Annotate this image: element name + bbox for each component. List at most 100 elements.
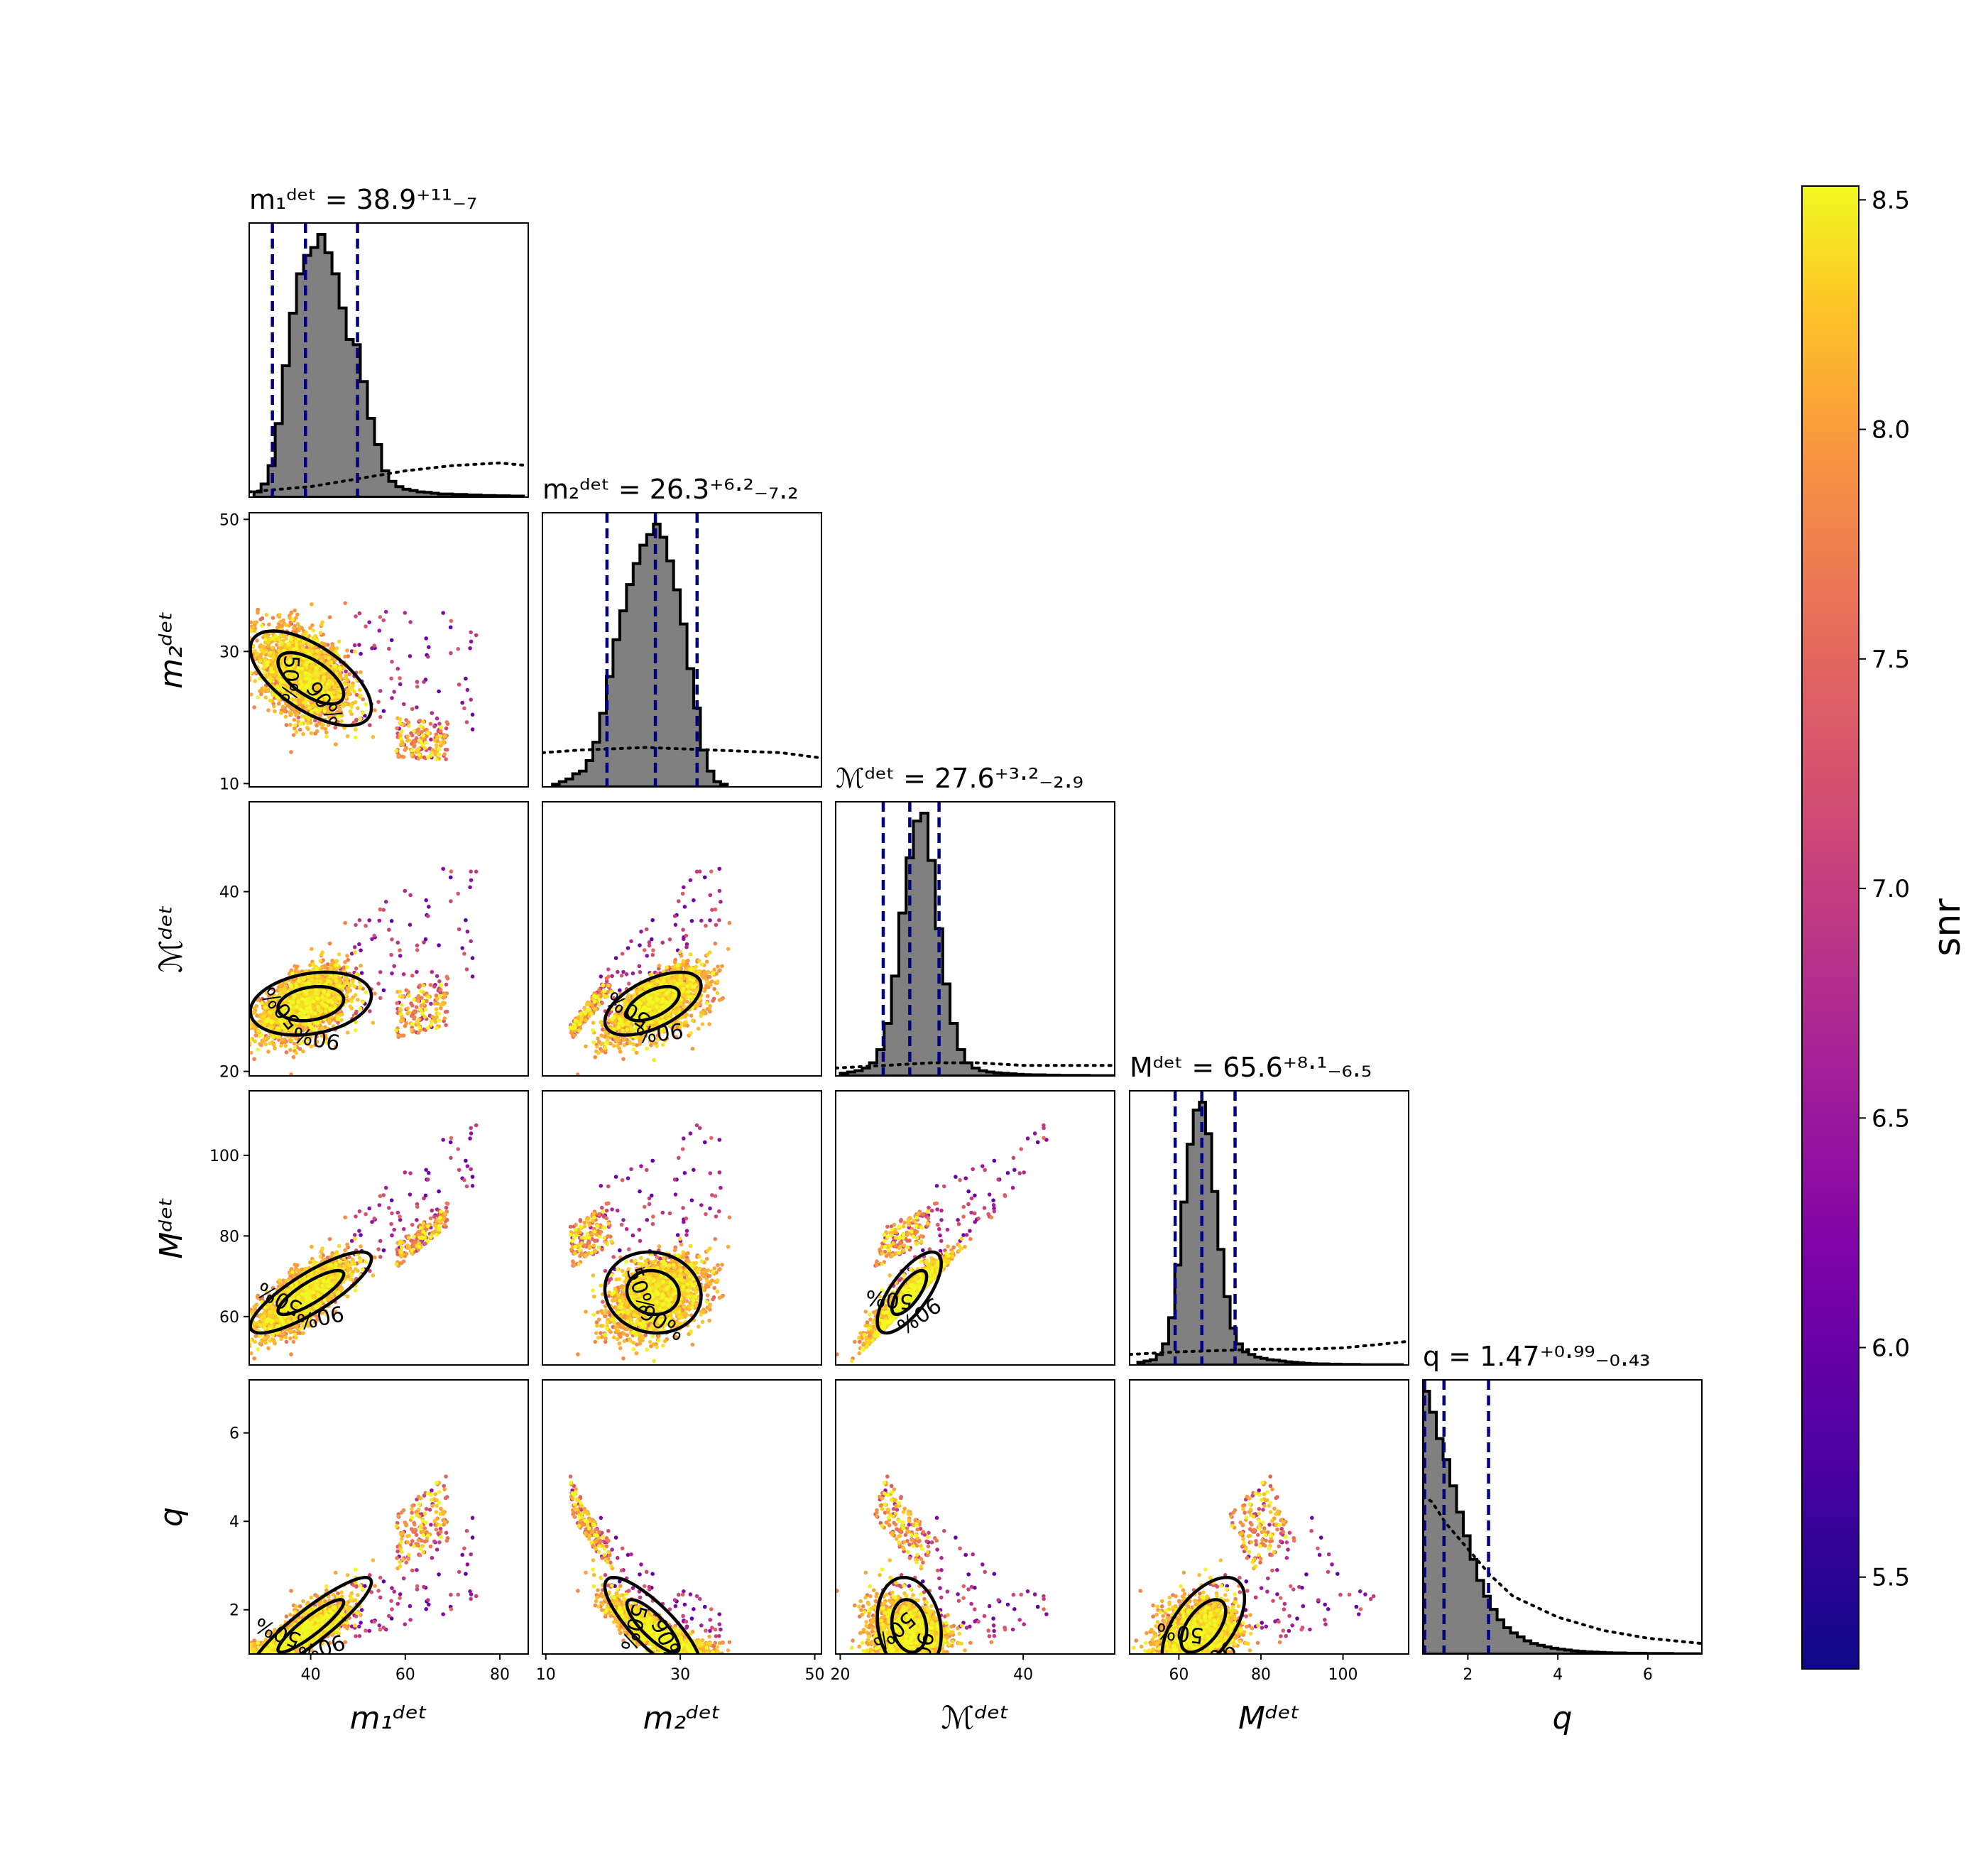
scatter-point [399,742,403,746]
scatter-point [271,693,275,697]
scatter-point [307,677,312,682]
scatter-point [259,648,263,653]
scatter-point [315,979,320,983]
scatter-point [242,1044,246,1048]
scatter-point [271,636,275,641]
scatter-point [310,602,314,606]
scatter-point [236,639,241,643]
scatter-point [444,757,448,761]
scatter-point [320,620,324,625]
scatter-point [271,616,275,620]
scatter-point [302,640,307,644]
scatter-point [359,651,363,656]
scatter-point [275,626,280,630]
scatter-point [346,682,351,687]
scatter-point [268,675,272,680]
scatter-point [448,625,453,630]
scatter-point [318,631,323,635]
scatter-point [353,649,357,654]
scatter-point [315,655,320,660]
scatter-point [256,651,260,656]
scatter-point [368,1009,372,1013]
scatter-point [345,1030,350,1035]
scatter-point [300,981,305,986]
scatter-point [392,964,396,969]
scatter-point [389,676,393,681]
scatter-point [359,948,363,952]
scatter-point [426,914,430,918]
scatter-point [289,611,293,616]
scatter-point [432,1001,437,1006]
scatter-point [410,748,415,753]
scatter-point [294,1051,299,1055]
scatter-point [290,617,295,622]
scatter-point [237,631,241,636]
scatter-point [401,972,406,976]
scatter-point [415,680,420,684]
scatter-point [297,628,301,633]
scatter-point [457,927,462,932]
scatter-point [268,698,273,703]
scatter-point [290,641,295,645]
scatter-point [398,989,403,994]
scatter-point [270,646,275,650]
scatter-point [373,991,377,996]
scatter-point [353,735,358,740]
scatter-point [354,717,359,722]
scatter-point [244,665,248,669]
scatter-point [262,644,266,649]
scatter-point [443,1010,448,1014]
scatter-point [323,654,327,659]
scatter-point [470,727,475,731]
scatter-point [429,753,433,758]
scatter-point [266,640,271,645]
scatter-point [292,692,296,696]
scatter-point [395,726,399,731]
scatter-point [253,1039,257,1044]
scatter-point [288,710,293,714]
scatter-point [468,646,472,651]
scatter-point [405,734,410,739]
scatter-point [407,724,411,728]
scatter-point [305,721,310,726]
scatter-point [311,636,316,641]
scatter-point [415,685,420,689]
scatter-point [259,692,263,697]
scatter-point [427,905,431,909]
scatter-point [236,621,241,625]
scatter-point [271,655,276,660]
scatter-point [359,971,364,975]
scatter-point [303,700,307,704]
scatter-point [438,1002,443,1007]
scatter-point [293,726,297,731]
scatter-point [310,978,315,982]
scatter-point [416,731,421,736]
scatter-point [415,943,420,948]
scatter-point [404,746,409,751]
scatter-point [315,723,320,728]
scatter-point [381,709,386,713]
scatter-point [318,959,323,963]
scatter-point [332,685,337,689]
scatter-point [266,1035,271,1040]
scatter-point [435,757,439,761]
scatter-point [323,727,328,731]
scatter-point [460,946,464,950]
scatter-point [401,755,406,759]
scatter-point [280,704,285,709]
scatter-point [284,646,288,650]
scatter-point [284,723,289,727]
scatter-point [417,719,422,723]
scatter-point [350,687,355,692]
scatter-point [288,677,293,681]
scatter-point [361,697,365,702]
scatter-point [358,717,363,721]
scatter-point [283,714,288,719]
scatter-point [376,700,381,704]
scatter-point [329,710,334,714]
scatter-point [307,680,312,685]
scatter-point [424,898,428,903]
scatter-point [430,1019,434,1023]
scatter-point [263,695,268,700]
scatter-point [294,729,299,734]
